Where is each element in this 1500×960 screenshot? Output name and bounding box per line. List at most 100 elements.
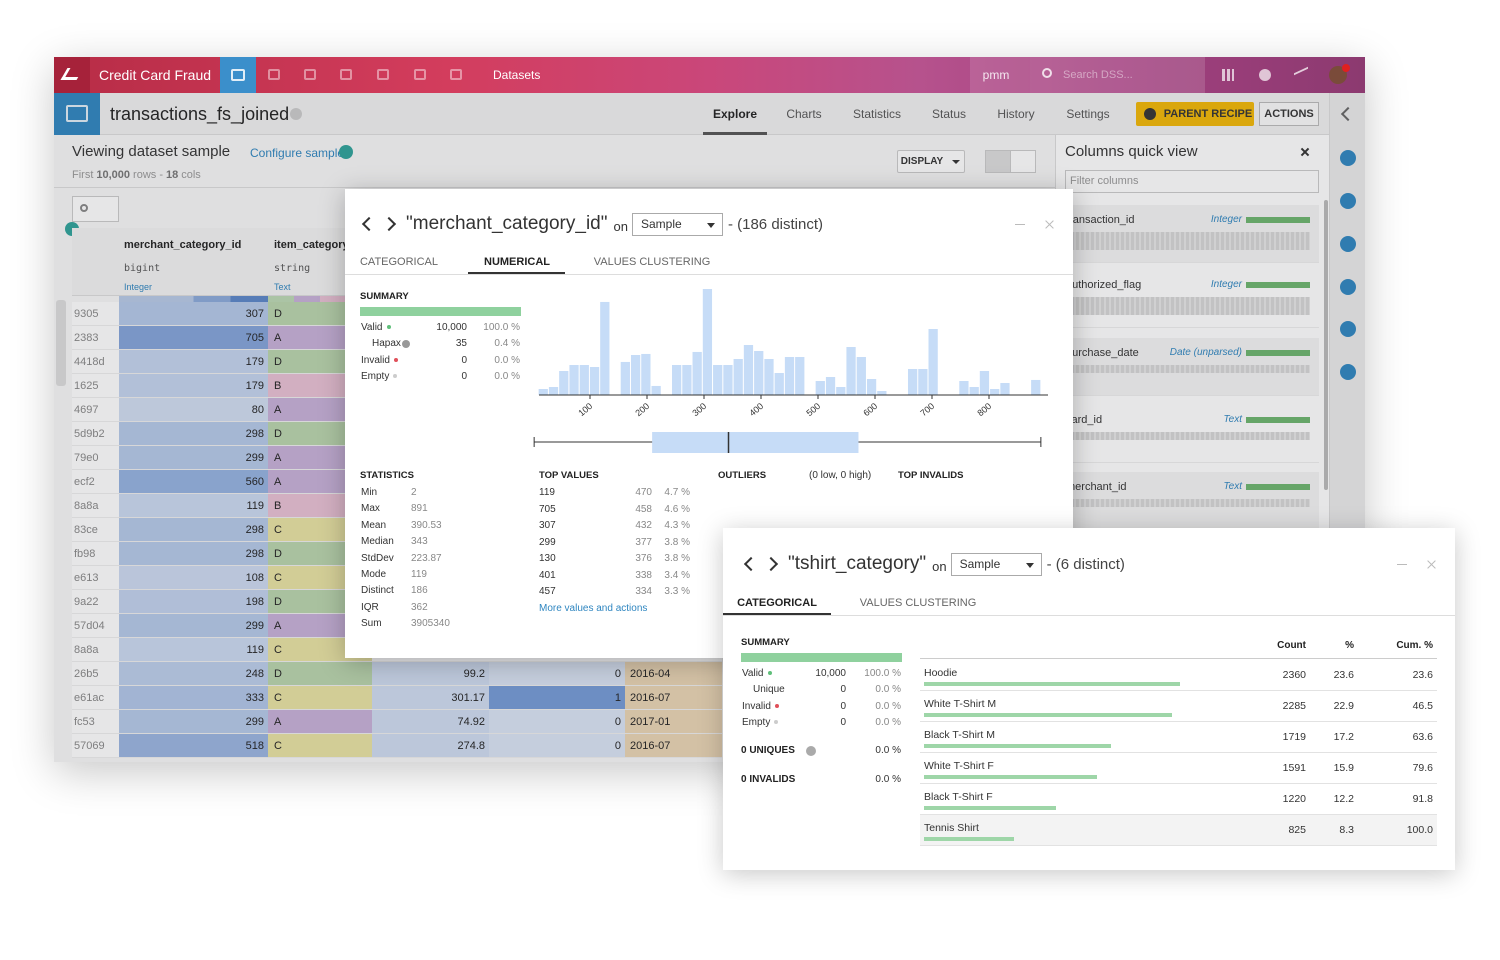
display-button[interactable] — [897, 150, 965, 173]
cell-value: 108 — [245, 572, 264, 584]
value-cell — [372, 710, 489, 733]
column-meaning: Text — [1223, 481, 1242, 492]
histogram-bar — [569, 365, 579, 395]
category-cell — [268, 662, 372, 685]
popup-tab[interactable]: CATEGORICAL — [737, 597, 817, 609]
nav-tab[interactable]: History — [997, 107, 1035, 121]
nav-icon[interactable] — [304, 69, 316, 80]
info-icon — [402, 340, 410, 348]
count-bar — [924, 837, 1014, 841]
user-name: pmm — [982, 68, 1010, 82]
stat-value: 390.53 — [411, 519, 442, 531]
search-box[interactable] — [1030, 57, 1205, 93]
view-toggle-list[interactable] — [1010, 150, 1036, 173]
nav-icon[interactable] — [414, 69, 426, 80]
cell-value: 299 — [245, 620, 264, 632]
histogram-bar — [743, 345, 754, 395]
table-search[interactable] — [72, 196, 119, 222]
nav-tab[interactable]: Settings — [1066, 107, 1110, 121]
histogram-bar — [702, 289, 713, 395]
column-meaning: Text — [274, 282, 291, 292]
stat-label: Min — [361, 487, 378, 498]
cell-value: 301.17 — [451, 692, 485, 704]
value-label: White T-Shirt M — [924, 698, 997, 710]
status-dot — [393, 358, 398, 363]
filter-input[interactable] — [1065, 170, 1319, 193]
column-meaning: Integer — [124, 282, 153, 292]
value-cumulative: 46.5 — [1412, 700, 1433, 712]
value-count: 1719 — [1282, 731, 1306, 743]
distinct-count: - (6 distinct) — [1046, 555, 1125, 573]
row-id: 1625 — [74, 380, 99, 392]
cell-value: C — [274, 740, 282, 752]
value-cell — [489, 662, 625, 685]
nav-icon[interactable] — [450, 69, 462, 80]
nav-tab[interactable]: Status — [931, 107, 967, 121]
flow-button[interactable] — [220, 57, 256, 93]
nav-icon[interactable] — [377, 69, 389, 80]
cell-value: D — [274, 668, 282, 680]
nav-arrow[interactable] — [763, 556, 779, 572]
summary-count: 10,000 — [815, 668, 846, 679]
summary-count: 0 — [461, 355, 467, 366]
date-cell — [625, 734, 722, 757]
value-percent: 17.2 — [1333, 731, 1354, 743]
histogram-bar — [774, 373, 784, 395]
value-label: Tennis Shirt — [924, 822, 979, 834]
row-id: fc53 — [74, 716, 95, 728]
value-count: 1591 — [1282, 762, 1306, 774]
nav-arrow[interactable] — [743, 556, 759, 572]
top-value: 130 — [539, 553, 556, 564]
cell-value: A — [274, 476, 282, 488]
row-id: 4697 — [74, 404, 99, 416]
configure-sample-link[interactable]: Configure sample — [250, 146, 345, 160]
distribution-bar — [1066, 432, 1310, 440]
actions-button[interactable] — [1259, 102, 1319, 126]
apps-icon[interactable] — [1222, 69, 1234, 81]
cell-value: A — [274, 332, 282, 344]
stat-label: IQR — [361, 601, 379, 613]
popup-tab[interactable]: VALUES CLUSTERING — [593, 256, 711, 268]
table-header: Count — [1277, 640, 1306, 651]
project-name[interactable]: Credit Card Fraud — [99, 67, 212, 83]
nav-tab[interactable]: Charts — [786, 107, 822, 121]
minimize-button[interactable] — [1397, 564, 1407, 565]
column-quality-bar — [268, 296, 372, 302]
section-link[interactable]: Datasets — [493, 68, 541, 82]
nav-icon[interactable] — [268, 69, 280, 80]
cell-value: A — [274, 452, 282, 464]
sidebar-icon — [1340, 321, 1356, 337]
column-name[interactable]: merchant_category_id — [124, 239, 242, 251]
minimize-button[interactable] — [1015, 224, 1025, 225]
nav-tab[interactable]: Explore — [712, 107, 757, 121]
nav-tab[interactable]: Statistics — [852, 107, 901, 121]
popup-tab[interactable]: VALUES CLUSTERING — [859, 597, 977, 609]
histogram-bar — [630, 355, 641, 395]
cell-value: C — [274, 572, 282, 584]
cell-value: 179 — [245, 380, 264, 392]
cell-value: B — [274, 500, 282, 512]
histogram-bar — [907, 369, 918, 395]
cell-value: 198 — [245, 596, 264, 608]
box — [652, 432, 859, 453]
cell-value: D — [274, 356, 282, 368]
cell-value: 2016-04 — [630, 668, 671, 680]
value-cell — [119, 542, 268, 565]
more-link[interactable]: More values and actions — [539, 603, 648, 614]
histogram-bar — [877, 391, 887, 395]
status-dot — [767, 671, 772, 676]
on-label: on — [613, 219, 628, 234]
popup-tab[interactable]: NUMERICAL — [484, 256, 550, 268]
value-cell — [119, 734, 268, 757]
sample-select[interactable]: Sample — [950, 552, 1042, 576]
column-name: card_id — [1066, 414, 1103, 426]
popup-tab[interactable]: CATEGORICAL — [359, 256, 439, 268]
notification-dot — [1342, 64, 1350, 72]
value-cumulative: 100.0 — [1406, 824, 1433, 836]
top-value: 705 — [539, 503, 556, 515]
column-name[interactable]: item_category — [274, 239, 349, 251]
stat-label: Mode — [361, 569, 387, 580]
nav-icon[interactable] — [340, 69, 352, 80]
dataset-icon — [66, 105, 88, 122]
sample-select[interactable]: Sample — [631, 212, 723, 236]
